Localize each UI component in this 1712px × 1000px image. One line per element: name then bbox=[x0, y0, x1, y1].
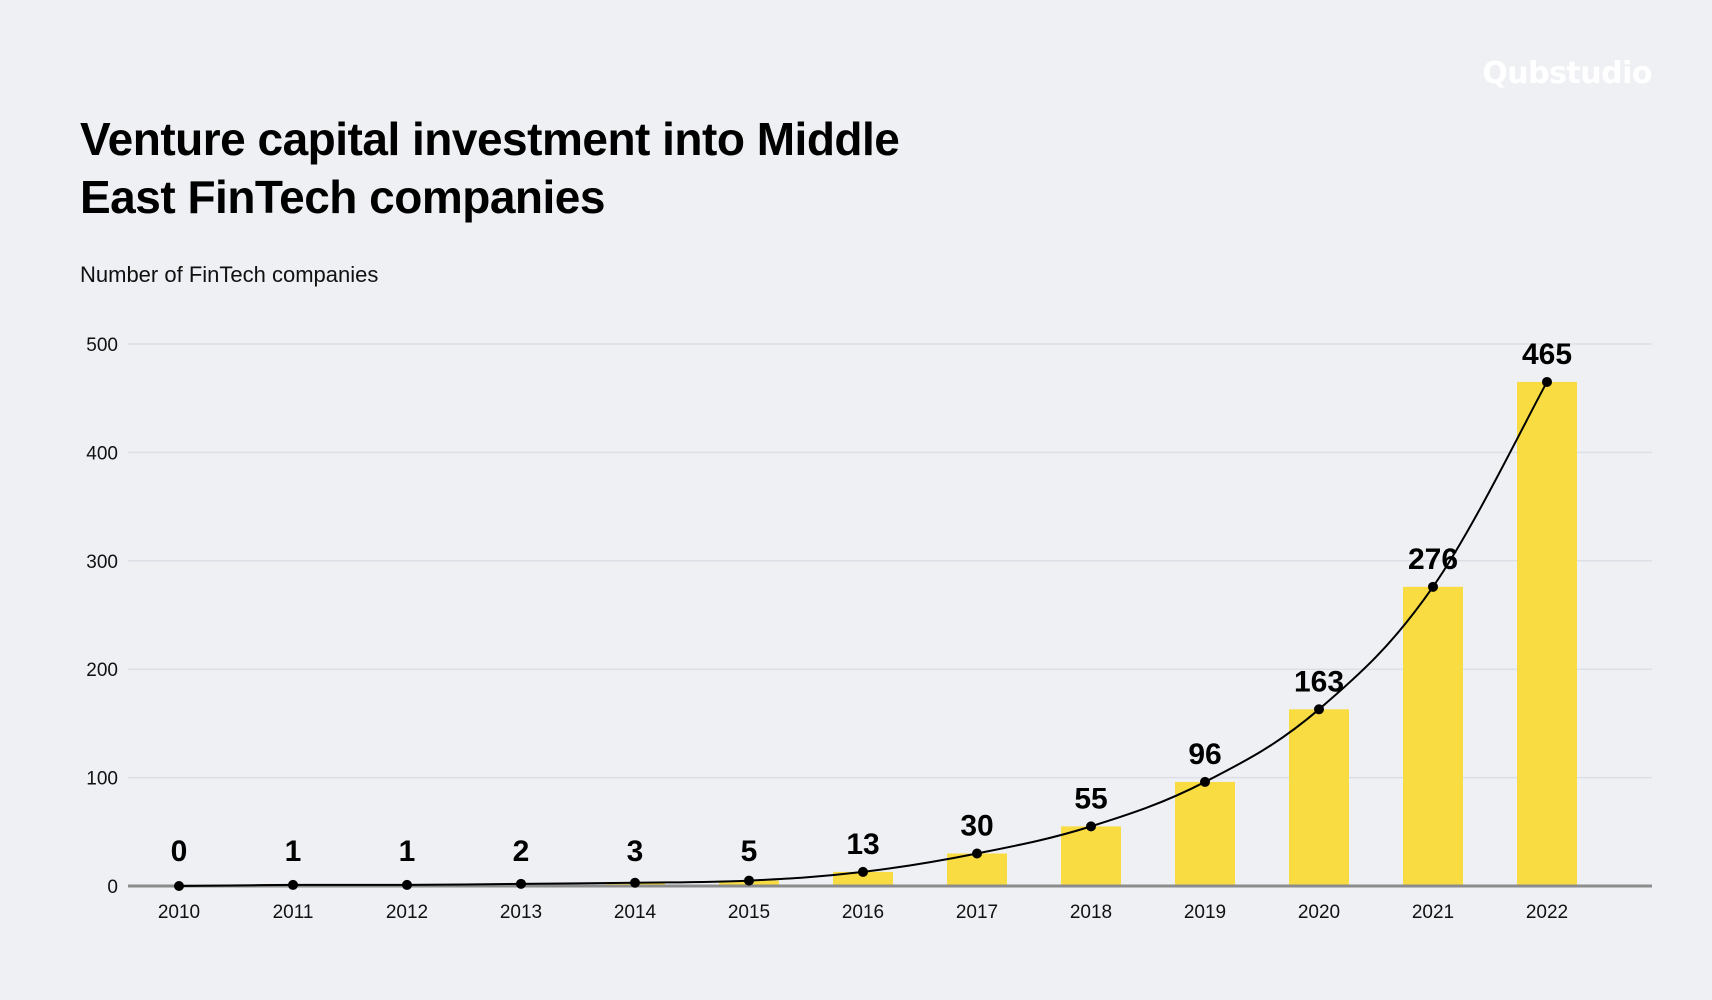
data-point bbox=[1428, 581, 1438, 592]
y-tick-label: 400 bbox=[86, 443, 118, 464]
chart-subtitle: Number of FinTech companies bbox=[80, 262, 379, 287]
bar bbox=[947, 853, 1007, 886]
y-tick-label: 100 bbox=[86, 769, 118, 790]
data-point bbox=[744, 875, 754, 886]
bar bbox=[1061, 826, 1121, 886]
y-tick-label: 300 bbox=[86, 552, 118, 573]
data-point bbox=[288, 879, 298, 890]
data-point bbox=[1314, 704, 1324, 715]
y-tick-label: 0 bbox=[107, 877, 118, 898]
x-tick-label: 2013 bbox=[500, 902, 542, 923]
data-point bbox=[1086, 821, 1096, 832]
bar bbox=[1175, 781, 1235, 886]
data-label: 1 bbox=[399, 835, 416, 868]
bar bbox=[833, 871, 893, 886]
bar bbox=[1517, 381, 1577, 886]
data-point bbox=[858, 866, 868, 877]
data-label: 276 bbox=[1408, 543, 1458, 576]
x-tick-label: 2021 bbox=[1412, 902, 1454, 923]
y-tick-label: 200 bbox=[86, 660, 118, 681]
x-tick-label: 2020 bbox=[1298, 902, 1340, 923]
bar bbox=[1403, 586, 1463, 886]
data-point bbox=[516, 878, 526, 889]
x-tick-label: 2012 bbox=[386, 902, 428, 923]
x-tick-label: 2019 bbox=[1184, 902, 1226, 923]
x-tick-label: 2010 bbox=[158, 902, 200, 923]
data-label: 5 bbox=[741, 835, 758, 868]
data-label: 13 bbox=[846, 828, 879, 861]
data-label: 2 bbox=[513, 835, 530, 868]
data-label: 55 bbox=[1074, 782, 1107, 815]
x-tick-label: 2017 bbox=[956, 902, 998, 923]
x-tick-label: 2022 bbox=[1526, 902, 1568, 923]
x-tick-label: 2014 bbox=[614, 902, 657, 923]
bar bbox=[1289, 709, 1349, 886]
data-label: 3 bbox=[627, 835, 644, 868]
x-tick-label: 2015 bbox=[728, 902, 770, 923]
data-point bbox=[174, 881, 184, 891]
data-point bbox=[402, 879, 412, 890]
x-tick-label: 2018 bbox=[1070, 902, 1112, 923]
y-tick-label: 500 bbox=[86, 335, 118, 356]
x-tick-label: 2011 bbox=[273, 902, 314, 923]
data-label: 465 bbox=[1522, 338, 1572, 371]
data-label: 163 bbox=[1294, 665, 1344, 698]
data-point bbox=[972, 848, 982, 859]
data-label: 0 bbox=[171, 835, 188, 868]
data-label: 1 bbox=[285, 835, 302, 868]
x-tick-label: 2016 bbox=[842, 902, 884, 923]
data-point bbox=[630, 877, 640, 888]
brand-logo: Qubstudio bbox=[1482, 56, 1652, 91]
chart-title: Venture capital investment into Middle E… bbox=[80, 113, 900, 223]
data-label: 30 bbox=[960, 809, 993, 842]
data-point bbox=[1200, 776, 1210, 787]
data-point bbox=[1542, 376, 1552, 387]
data-label: 96 bbox=[1188, 738, 1221, 771]
trend-line bbox=[178, 381, 1548, 887]
